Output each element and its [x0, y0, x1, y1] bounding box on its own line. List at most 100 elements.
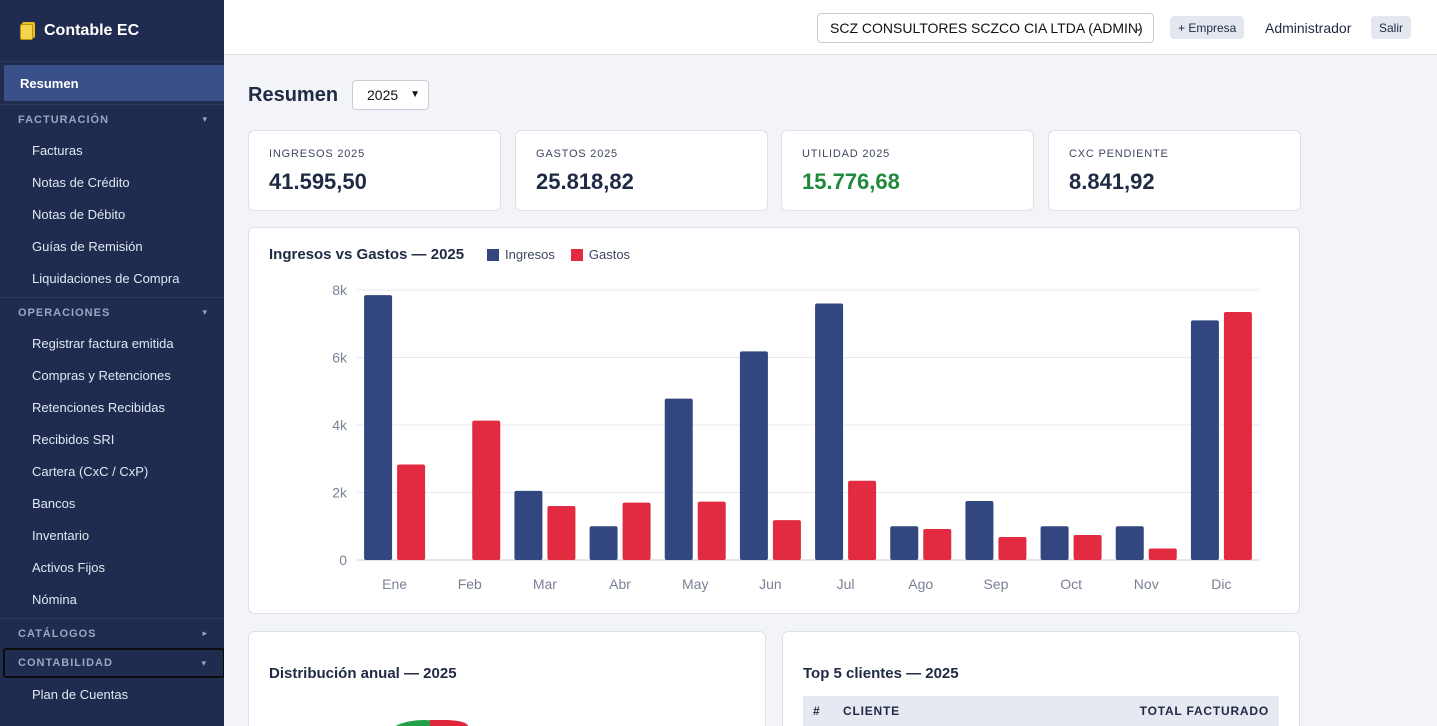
- sidebar-item-retenciones-recibidas[interactable]: Retenciones Recibidas: [32, 399, 165, 415]
- kpi-value: 8.841,92: [1069, 169, 1155, 194]
- kpi-card-cxc: CXC PENDIENTE 8.841,92: [1048, 130, 1301, 211]
- distribution-title: Distribución anual — 2025: [269, 665, 457, 682]
- sidebar-item-guias-remision[interactable]: Guías de Remisión: [32, 238, 143, 254]
- column-header-num[interactable]: #: [813, 704, 821, 718]
- sidebar-item-registrar-factura[interactable]: Registrar factura emitida: [32, 335, 174, 351]
- bar-gastos-mar[interactable]: [547, 506, 576, 560]
- kpi-label: INGRESOS 2025: [269, 148, 365, 160]
- chevron-down-icon: ▼: [410, 89, 420, 100]
- kpi-value: 41.595,50: [269, 169, 367, 194]
- bar-ingresos-dic[interactable]: [1190, 320, 1219, 560]
- bar-ingresos-ene[interactable]: [364, 295, 393, 560]
- sidebar-item-bancos[interactable]: Bancos: [32, 495, 76, 511]
- column-header-cliente[interactable]: CLIENTE: [843, 704, 900, 718]
- x-tick-label: Abr: [609, 576, 631, 592]
- app-brand[interactable]: Contable EC: [0, 0, 224, 62]
- sidebar-item-notas-credito[interactable]: Notas de Crédito: [32, 174, 130, 190]
- bar-ingresos-mar[interactable]: [514, 490, 543, 560]
- bar-gastos-dic[interactable]: [1223, 311, 1252, 560]
- chart-legend: Ingresos Gastos: [487, 247, 630, 262]
- y-tick-label: 6k: [332, 350, 348, 366]
- x-tick-label: Oct: [1060, 576, 1082, 592]
- bar-ingresos-sep[interactable]: [965, 500, 994, 560]
- sidebar-item-notas-debito[interactable]: Notas de Débito: [32, 206, 126, 222]
- kpi-card-ingresos: INGRESOS 2025 41.595,50: [248, 130, 501, 211]
- bar-ingresos-oct[interactable]: [1040, 526, 1069, 560]
- kpi-value: 25.818,82: [536, 169, 634, 194]
- section-operaciones[interactable]: OPERACIONES ▾: [0, 297, 224, 327]
- bar-ingresos-nov[interactable]: [1115, 526, 1144, 560]
- company-select[interactable]: SCZ CONSULTORES SCZCO CIA LTDA (ADMIN) ⌄: [817, 13, 1154, 43]
- sidebar-item-recibidos-sri[interactable]: Recibidos SRI: [32, 431, 115, 447]
- y-tick-label: 2k: [332, 485, 348, 501]
- bar-gastos-ene[interactable]: [397, 464, 426, 560]
- sidebar-item-liquidaciones[interactable]: Liquidaciones de Compra: [32, 270, 180, 286]
- x-tick-label: Ene: [382, 576, 407, 592]
- chevron-down-icon: ▾: [201, 657, 207, 668]
- bar-chart: 0 2k 4k 6k 8k Ene Feb Mar Abr May Jun Jul Ago Sep Oct N…: [332, 282, 1259, 592]
- kpi-label: GASTOS 2025: [536, 148, 618, 160]
- bar-gastos-may[interactable]: [697, 501, 726, 560]
- sidebar: Contable EC Resumen FACTURACIÓN ▾ Factura…: [0, 0, 224, 726]
- legend-item-gastos[interactable]: Gastos: [570, 247, 630, 262]
- kpi-card-gastos: GASTOS 2025 25.818,82: [515, 130, 768, 211]
- kpi-label: CXC PENDIENTE: [1069, 148, 1169, 160]
- chart-card: 0 2k 4k 6k 8k Ene Feb Mar Abr May Jun Jul Ago Sep Oct N…: [248, 227, 1300, 614]
- sidebar-item-facturas[interactable]: Facturas: [32, 142, 83, 158]
- bar-gastos-abr[interactable]: [622, 502, 651, 560]
- kpi-card-utilidad: UTILIDAD 2025 15.776,68: [781, 130, 1034, 211]
- page-title: Resumen: [248, 84, 339, 106]
- ledger-icon: [20, 21, 36, 40]
- kpi-value: 15.776,68: [802, 169, 900, 194]
- bar-gastos-feb[interactable]: [472, 420, 501, 560]
- bar-gastos-ago[interactable]: [923, 528, 952, 560]
- distribution-card: Distribución anual — 2025: [248, 631, 766, 726]
- legend-swatch: [570, 248, 583, 261]
- bar-ingresos-may[interactable]: [664, 398, 693, 560]
- legend-swatch: [487, 248, 499, 261]
- year-select[interactable]: 2025 ▼: [352, 80, 429, 110]
- chart-title: Ingresos vs Gastos — 2025: [269, 246, 465, 263]
- chevron-down-icon: ▾: [202, 307, 208, 317]
- sidebar-item-compras-retenciones[interactable]: Compras y Retenciones: [32, 367, 171, 383]
- user-name[interactable]: Administrador: [1265, 20, 1352, 36]
- sidebar-item-plan-cuentas[interactable]: Plan de Cuentas: [32, 686, 129, 702]
- sidebar-item-nomina[interactable]: Nómina: [32, 591, 77, 607]
- top-bar: SCZ CONSULTORES SCZCO CIA LTDA (ADMIN) ⌄…: [224, 0, 1437, 55]
- top-clients-title: Top 5 clientes — 2025: [803, 665, 959, 682]
- add-company-button[interactable]: + Empresa: [1170, 16, 1245, 39]
- chevron-down-icon: ▾: [202, 114, 208, 124]
- sidebar-item-activos-fijos[interactable]: Activos Fijos: [32, 559, 105, 575]
- y-tick-label: 0: [339, 552, 347, 568]
- x-tick-label: Nov: [1134, 576, 1159, 592]
- column-header-total[interactable]: TOTAL FACTURADO: [1139, 704, 1269, 718]
- section-catalogos[interactable]: CATÁLOGOS ▸: [0, 618, 224, 648]
- bar-ingresos-jul[interactable]: [815, 303, 844, 561]
- bar-ingresos-abr[interactable]: [589, 526, 618, 560]
- chevron-right-icon: ▸: [202, 628, 208, 638]
- x-tick-label: Mar: [533, 576, 557, 592]
- app-name: Contable EC: [44, 21, 140, 39]
- legend-item-ingresos[interactable]: Ingresos: [487, 247, 555, 262]
- chevron-down-icon: ⌄: [1133, 22, 1143, 34]
- x-tick-label: Jul: [837, 576, 855, 592]
- bar-gastos-sep[interactable]: [998, 537, 1027, 560]
- sidebar-item-inventario[interactable]: Inventario: [32, 527, 90, 543]
- section-facturacion[interactable]: FACTURACIÓN ▾: [0, 104, 224, 134]
- bar-ingresos-jun[interactable]: [739, 351, 768, 560]
- sidebar-item-cartera[interactable]: Cartera (CxC / CxP): [32, 463, 149, 479]
- bar-gastos-jun[interactable]: [772, 520, 801, 560]
- x-tick-label: May: [682, 576, 708, 592]
- bar-gastos-jul[interactable]: [848, 480, 877, 560]
- bar-gastos-oct[interactable]: [1073, 535, 1102, 560]
- table-header: # CLIENTE TOTAL FACTURADO: [803, 696, 1279, 726]
- logout-button[interactable]: Salir: [1371, 16, 1412, 39]
- bar-gastos-nov[interactable]: [1148, 548, 1177, 560]
- section-contabilidad[interactable]: CONTABILIDAD ▾: [3, 648, 224, 678]
- top-clients-card: Top 5 clientes — 2025 # CLIENTE TOTAL FA…: [782, 631, 1300, 726]
- sidebar-item-resumen[interactable]: Resumen: [4, 65, 224, 101]
- y-tick-label: 8k: [332, 282, 348, 298]
- x-tick-label: Feb: [458, 576, 482, 592]
- x-tick-label: Ago: [908, 576, 933, 592]
- bar-ingresos-ago[interactable]: [890, 526, 919, 560]
